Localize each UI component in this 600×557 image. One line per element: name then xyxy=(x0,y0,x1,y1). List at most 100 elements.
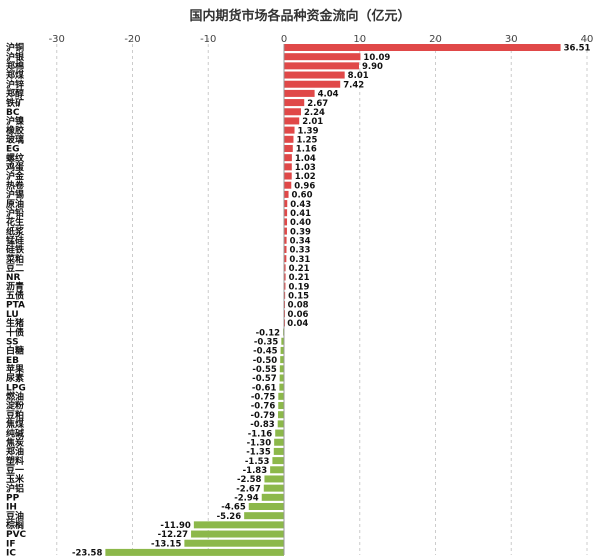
category-label: 鸡蛋 xyxy=(5,161,24,173)
value-label: -1.30 xyxy=(247,438,272,448)
value-label: -5.26 xyxy=(217,512,242,522)
value-label: 0.21 xyxy=(289,273,310,283)
category-label: 苹果 xyxy=(6,363,25,375)
bar xyxy=(275,429,284,437)
category-label: SS xyxy=(6,337,19,347)
bars xyxy=(105,44,561,556)
bar xyxy=(284,190,289,198)
bar xyxy=(284,273,286,281)
x-tick-label: 20 xyxy=(429,34,442,45)
value-label: -2.58 xyxy=(237,475,262,485)
category-label: 沪锡 xyxy=(6,189,24,201)
value-label: 10.09 xyxy=(363,53,390,63)
bar xyxy=(284,99,305,107)
value-label: 36.51 xyxy=(564,44,591,54)
category-label: 郑煤 xyxy=(6,69,24,81)
value-label: -0.83 xyxy=(250,420,275,430)
x-tick-label: 10 xyxy=(353,34,366,45)
value-label: 0.04 xyxy=(287,319,308,329)
category-label: 硅铁 xyxy=(6,244,24,256)
value-label: -0.79 xyxy=(251,411,276,421)
value-label: 1.04 xyxy=(295,154,316,164)
category-label: 橡胶 xyxy=(6,124,24,136)
category-labels: 沪铜沪银郑棉郑煤沪锌郑醇铁矿BC沪镍橡胶玻璃EG螺纹鸡蛋沪金热卷沪锡原油沪铅花生… xyxy=(5,42,27,557)
value-label: 1.16 xyxy=(296,145,317,155)
category-label: 十债 xyxy=(6,326,24,338)
value-label: 0.31 xyxy=(289,255,310,265)
value-label: 0.19 xyxy=(288,282,309,292)
bar xyxy=(284,163,292,171)
value-labels: 36.5110.099.908.017.424.042.672.242.011.… xyxy=(72,44,591,557)
bar xyxy=(264,475,284,483)
bar xyxy=(284,200,288,208)
category-label: 铁矿 xyxy=(6,97,24,109)
value-label: 0.41 xyxy=(290,209,311,219)
bar xyxy=(184,539,284,547)
bar xyxy=(284,209,288,217)
category-label: 尿素 xyxy=(6,372,24,384)
value-label: -2.94 xyxy=(234,494,259,504)
category-label: 沪锌 xyxy=(6,78,24,90)
category-label: 菜粕 xyxy=(5,253,24,265)
value-label: 0.60 xyxy=(292,191,313,201)
bar xyxy=(270,466,284,474)
category-label: EG xyxy=(6,145,20,155)
category-label: 郑棉 xyxy=(6,60,24,72)
bar xyxy=(284,236,287,244)
category-label: 燃油 xyxy=(6,391,24,403)
bar xyxy=(284,108,301,116)
bar xyxy=(278,392,284,400)
category-label: 沪铅 xyxy=(6,207,24,219)
value-label: -1.53 xyxy=(245,457,270,467)
value-label: -0.35 xyxy=(254,337,279,347)
category-label: 沪镍 xyxy=(6,115,24,127)
category-label: LPG xyxy=(6,383,26,393)
category-label: 豆二 xyxy=(6,263,24,274)
value-label: 2.67 xyxy=(307,99,328,109)
bar xyxy=(263,484,284,492)
value-label: -0.55 xyxy=(252,365,277,375)
value-label: 0.34 xyxy=(290,236,311,246)
category-label: IC xyxy=(6,549,16,557)
category-label: PTA xyxy=(6,301,25,311)
bar xyxy=(284,172,292,180)
bar xyxy=(284,71,345,79)
category-label: 塑料 xyxy=(6,455,24,467)
category-label: LU xyxy=(6,310,19,320)
bar xyxy=(248,503,284,510)
bar xyxy=(244,512,284,520)
x-tick-label: -10 xyxy=(200,34,216,45)
value-label: -0.12 xyxy=(256,328,281,338)
value-label: -23.58 xyxy=(72,549,102,557)
value-label: -0.61 xyxy=(252,383,277,393)
bar xyxy=(284,181,292,189)
category-label: IH xyxy=(6,503,17,513)
bar xyxy=(278,411,284,419)
category-label: 焦煤 xyxy=(5,418,24,430)
bar xyxy=(284,144,293,152)
value-label: 0.33 xyxy=(289,246,310,256)
x-axis-ticks: -30 -20 -10 0 10 20 30 40 xyxy=(49,34,594,45)
bar xyxy=(284,126,295,134)
bar xyxy=(284,117,300,125)
bar xyxy=(105,548,284,556)
x-tick-label: -20 xyxy=(124,34,140,45)
value-label: 0.21 xyxy=(289,264,310,274)
category-label: 锰硅 xyxy=(6,234,24,246)
bar xyxy=(284,135,294,143)
category-label: 白糖 xyxy=(6,345,24,357)
category-label: 豆粕 xyxy=(6,409,24,421)
bar xyxy=(280,346,284,354)
bar xyxy=(284,44,561,51)
category-label: 沪银 xyxy=(6,51,25,63)
value-label: 2.01 xyxy=(302,117,323,127)
bar xyxy=(284,154,292,162)
category-label: 豆油 xyxy=(6,510,24,522)
bar xyxy=(279,365,284,373)
category-label: 玉米 xyxy=(6,473,25,485)
value-label: 1.25 xyxy=(296,136,317,146)
value-label: 2.24 xyxy=(304,108,325,118)
x-tick-label: 40 xyxy=(581,34,594,45)
value-label: 0.96 xyxy=(294,181,315,191)
